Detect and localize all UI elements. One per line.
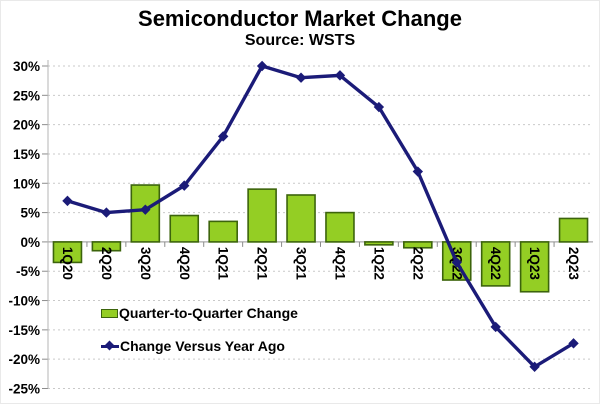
x-axis-label: 1Q20 <box>60 247 75 280</box>
yoy-diamond-marker <box>334 70 346 81</box>
bar <box>52 241 83 264</box>
y-axis-label: 10% <box>13 176 40 191</box>
x-axis-label: 4Q22 <box>488 247 503 280</box>
y-axis-label: 5% <box>20 206 40 221</box>
y-axis-label: 30% <box>13 59 40 74</box>
yoy-line <box>65 64 576 369</box>
bar <box>286 194 316 243</box>
yoy-diamond-marker <box>568 338 579 349</box>
yoy-diamond-marker <box>101 207 112 218</box>
x-axis-label: 2Q23 <box>566 247 581 281</box>
bar <box>91 241 122 252</box>
x-axis-label: 3Q21 <box>294 247 309 281</box>
yoy-diamond-marker <box>179 180 190 191</box>
legend: Quarter-to-Quarter Change Change Versus … <box>101 303 361 369</box>
yoy-diamond-marker <box>217 131 229 142</box>
legend-item-quarter-change: Quarter-to-Quarter Change <box>101 303 361 323</box>
bar <box>403 241 433 249</box>
x-axis-label: 2Q20 <box>99 247 114 280</box>
x-axis-label: 1Q21 <box>216 247 231 281</box>
yoy-diamond-marker <box>295 72 307 83</box>
y-axis-label: 25% <box>13 88 40 103</box>
chart-subtitle: Source: WSTS <box>244 32 356 49</box>
bar <box>519 241 550 293</box>
legend-label-year-ago-change: Change Versus Year Ago <box>120 338 285 354</box>
yoy-diamond-marker <box>451 257 462 268</box>
y-axis-label: 15% <box>13 147 40 162</box>
y-axis-label: -15% <box>8 323 40 338</box>
yoy-diamond-marker <box>529 361 540 373</box>
yoy-diamond-marker <box>490 321 501 333</box>
x-axis-label: 2Q22 <box>410 247 425 280</box>
bar <box>169 214 200 243</box>
y-axis-label: 20% <box>13 118 40 133</box>
bar <box>364 241 394 246</box>
yoy-diamond-marker <box>412 166 424 177</box>
chart-title: Semiconductor Market Change <box>138 6 462 31</box>
bar <box>208 220 238 243</box>
bar-swatch-icon <box>101 308 118 318</box>
yoy-diamond-marker <box>140 204 151 215</box>
y-axis-label: -25% <box>8 382 40 397</box>
bar <box>247 188 277 243</box>
bar <box>558 217 589 243</box>
bar <box>441 241 472 281</box>
y-axis-label: -5% <box>16 264 40 279</box>
yoy-diamond-marker <box>373 101 385 113</box>
x-axis-label: 3Q20 <box>138 247 153 280</box>
bar <box>325 211 355 243</box>
y-axis-label: -10% <box>8 294 40 309</box>
y-axis-label: -20% <box>8 352 40 367</box>
legend-label-quarter-change: Quarter-to-Quarter Change <box>119 305 298 321</box>
x-axis-label: 4Q20 <box>177 247 192 280</box>
legend-item-year-ago-change: Change Versus Year Ago <box>101 336 361 356</box>
diamond-marker-icon <box>104 340 115 351</box>
x-axis-label: 1Q23 <box>527 247 542 281</box>
bar <box>480 241 511 287</box>
x-axis-label: 4Q21 <box>332 247 347 281</box>
yoy-diamond-marker <box>62 195 73 207</box>
x-axis-label: 2Q21 <box>255 247 270 281</box>
x-axis-label: 1Q22 <box>371 247 386 280</box>
bar <box>130 184 161 243</box>
line-diamond-swatch-icon <box>101 340 119 351</box>
y-axis-label: 0% <box>20 235 40 250</box>
yoy-diamond-marker <box>256 60 268 72</box>
